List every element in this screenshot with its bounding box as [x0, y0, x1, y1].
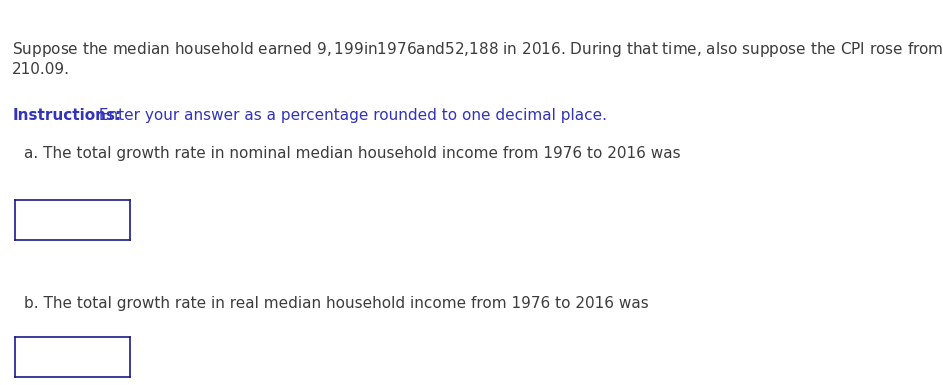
Text: Instructions:: Instructions: [12, 108, 122, 123]
Text: Enter your answer as a percentage rounded to one decimal place.: Enter your answer as a percentage rounde… [94, 108, 607, 123]
Text: a. The total growth rate in nominal median household income from 1976 to 2016 wa: a. The total growth rate in nominal medi… [24, 146, 680, 161]
Text: Suppose the median household earned $9,199 in 1976 and $52,188 in 2016. During t: Suppose the median household earned $9,1… [12, 40, 943, 59]
Text: b. The total growth rate in real median household income from 1976 to 2016 was: b. The total growth rate in real median … [24, 296, 649, 311]
Text: 210.09.: 210.09. [12, 62, 71, 77]
